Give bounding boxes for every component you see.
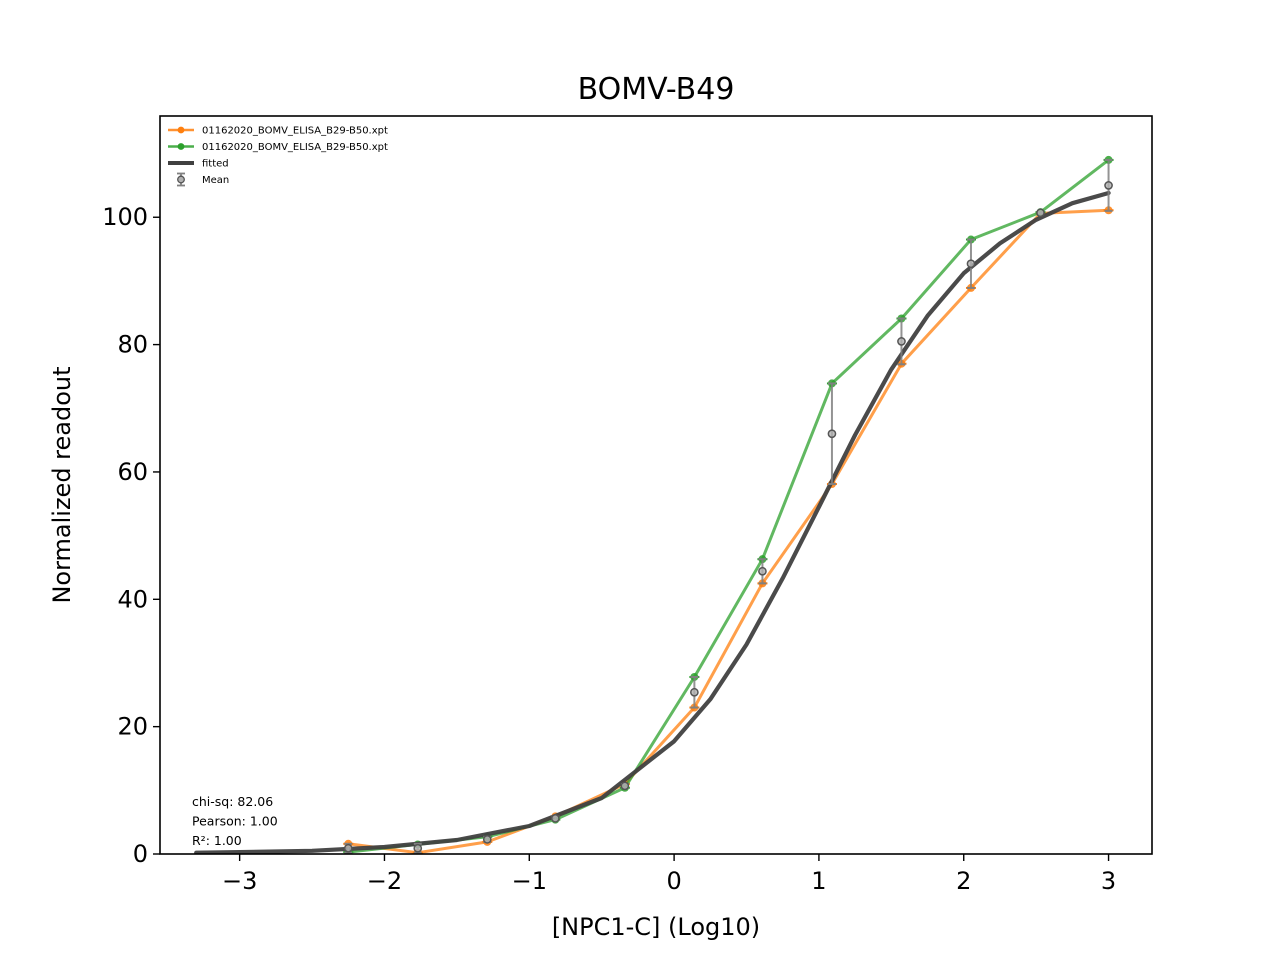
legend-marker-icon (177, 143, 185, 150)
x-tick-label: −3 (222, 867, 257, 895)
legend-label: Mean (202, 175, 229, 186)
mean-point (966, 259, 976, 269)
mean-point (1036, 208, 1045, 218)
mean-point (690, 687, 699, 697)
mean-point (413, 843, 423, 853)
y-tick-label: 100 (102, 203, 148, 231)
mean-point (343, 843, 353, 853)
legend-label: fitted (202, 159, 229, 170)
chart-title: BOMV-B49 (578, 72, 735, 107)
plot-frame (159, 115, 1153, 855)
x-tick-label: −2 (367, 867, 402, 895)
x-axis-label: [NPC1-C] (Log10) (552, 913, 760, 941)
mean-point (758, 566, 767, 576)
stats-line: R²: 1.00 (192, 833, 242, 848)
x-tick-label: −1 (512, 867, 547, 895)
y-tick-label: 40 (117, 585, 148, 613)
x-tick-label: 2 (956, 867, 971, 895)
stats-annotation: chi-sq: 82.06 Pearson: 1.00 R²: 1.00 (192, 794, 278, 848)
mean-point (897, 337, 906, 346)
legend-label: 01162020_BOMV_ELISA_B29-B50.xpt (202, 142, 388, 153)
y-tick-label: 20 (117, 713, 148, 741)
series-line-0 (348, 208, 1109, 854)
y-tick-label: 60 (117, 458, 148, 486)
x-tick-label: 0 (666, 867, 681, 895)
mean-point (827, 429, 837, 439)
y-tick-label: 0 (133, 840, 148, 868)
mean-point (620, 781, 630, 791)
plot-area (194, 155, 1114, 854)
legend-mean-icon (177, 175, 185, 184)
mean-point (482, 835, 492, 844)
legend-marker-icon (177, 126, 185, 134)
y-axis-label: Normalized readout (48, 366, 76, 603)
y-tick-label: 80 (117, 331, 148, 359)
legend: 01162020_BOMV_ELISA_B29-B50.xpt 01162020_… (168, 126, 388, 187)
axes: −3 −2 −1 0 1 2 3 0 20 40 60 80 100 (102, 115, 1153, 895)
mean-point (1104, 181, 1113, 190)
stats-line: chi-sq: 82.06 (192, 794, 273, 809)
legend-label: 01162020_BOMV_ELISA_B29-B50.xpt (202, 126, 388, 137)
x-tick-label: 3 (1101, 867, 1116, 895)
x-tick-label: 1 (811, 867, 826, 895)
stats-line: Pearson: 1.00 (192, 814, 278, 829)
fitted-curve (194, 190, 1111, 854)
mean-point (551, 813, 560, 823)
series-group (194, 155, 1114, 854)
